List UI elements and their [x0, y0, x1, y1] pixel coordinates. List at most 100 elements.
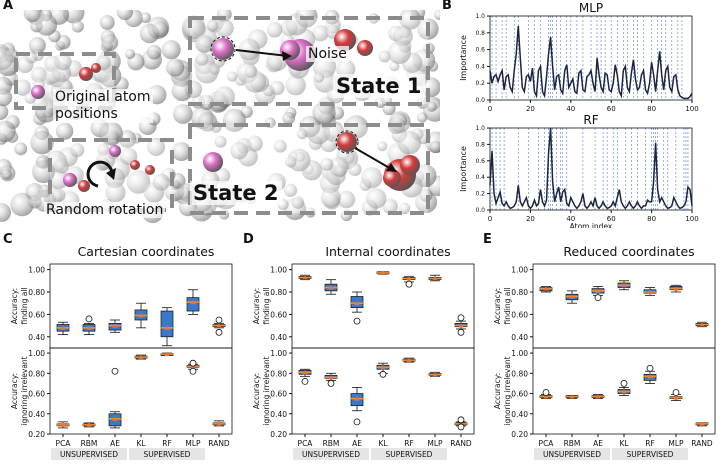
y-tick-label: 1.0 [475, 13, 485, 20]
category-label: KL [136, 439, 146, 448]
mean-marker [216, 421, 222, 426]
y-axis-label: Accuracy: [10, 373, 19, 409]
outlier [457, 314, 465, 322]
mean-marker [569, 293, 575, 299]
mean-marker [302, 369, 308, 375]
importance-series [489, 127, 693, 210]
outlier [672, 389, 680, 396]
grey-atom [337, 190, 356, 209]
mean-marker [354, 300, 360, 306]
red-atom [78, 180, 90, 192]
group-label-unsupervised: UNSUPERVISED [302, 450, 360, 459]
y-tick-label: 0.20 [28, 430, 45, 439]
y-tick-label: 0.60 [28, 390, 45, 399]
y-tick-label: 0.8 [475, 141, 485, 148]
mean-marker [380, 270, 386, 275]
category-label: MLP [427, 439, 443, 448]
outlier [215, 328, 223, 336]
state1-label: State 1 [333, 74, 425, 98]
grey-atom [152, 173, 170, 191]
category-label: AE [352, 439, 362, 448]
grey-atom [30, 66, 47, 83]
y-tick-label: 0.20 [270, 430, 287, 439]
outlier [620, 380, 628, 387]
mean-marker [621, 282, 627, 288]
y-tick-label: 0.4 [475, 174, 485, 181]
grey-atom [165, 58, 185, 77]
category-label: RBM [81, 439, 98, 448]
red-atom [383, 169, 401, 187]
mean-marker [647, 289, 653, 294]
y-axis-label: Accuracy: [493, 288, 502, 324]
x-tick-label: 60 [607, 105, 616, 113]
outlier [353, 418, 361, 426]
y-axis-label: finding all [20, 288, 29, 325]
atom-outline [335, 130, 359, 154]
chart-title: Internal coordinates [325, 244, 450, 259]
category-label: RAND [450, 439, 472, 448]
group-bg [371, 448, 447, 460]
mean-marker [328, 374, 334, 380]
y-axis-label: Accuracy: [252, 288, 261, 324]
mean-marker [595, 288, 601, 293]
grey-atom [246, 135, 263, 152]
y-tick-label: 1.00 [28, 266, 45, 275]
y-tick-label: 0.6 [475, 47, 485, 54]
mean-marker [432, 276, 438, 281]
grey-atom [296, 128, 308, 140]
box [186, 297, 200, 312]
grey-atom [34, 100, 58, 123]
cartesian-boxplot: Cartesian coordinates 0.40 0.60 0.80 1.00 Acc… [10, 244, 233, 460]
mean-marker [699, 421, 705, 426]
red-atom [130, 160, 140, 170]
y-tick-label: 0.60 [511, 310, 528, 319]
grey-atom [334, 165, 347, 178]
outlier [215, 316, 223, 324]
y-tick-label: 0.2 [475, 191, 485, 198]
grey-atom [285, 156, 297, 168]
group-label-supervised: SUPERVISED [144, 450, 191, 459]
importance-series [489, 26, 693, 100]
mlp-importance-chart: MLP 0.0 0.2 0.4 0.6 0.8 1.0 0 20 40 60 80 100 Importa… [459, 1, 699, 113]
category-label: KL [378, 439, 388, 448]
grey-atom [195, 34, 214, 54]
outlier [85, 315, 93, 323]
outlier [111, 367, 119, 375]
group-bg [534, 448, 610, 460]
grey-atom [426, 101, 437, 112]
reduced-boxplot: Reduced coordinates 0.40 0.60 0.80 1.00 Accur… [493, 244, 716, 460]
x-tick-label: 60 [607, 215, 616, 223]
grey-atom [124, 49, 136, 60]
grey-atom [348, 162, 362, 176]
noise-arrow [235, 49, 289, 57]
group-bg [51, 448, 127, 460]
y-tick-label: 0.80 [270, 288, 287, 297]
y-tick-label: 0.40 [511, 333, 528, 342]
grey-atom [291, 196, 305, 209]
grey-atom [116, 10, 134, 21]
grey-atom [387, 40, 411, 64]
y-tick-label: 0.60 [270, 390, 287, 399]
category-label: PCA [539, 439, 555, 448]
grey-atom [126, 169, 151, 194]
group-label-supervised: SUPERVISED [627, 450, 674, 459]
grey-atom [161, 40, 181, 60]
outlier [542, 389, 550, 396]
group-label-unsupervised: UNSUPERVISED [543, 450, 601, 459]
y-tick-label: 0.80 [511, 288, 528, 297]
category-label: RAND [208, 439, 230, 448]
outlier [327, 380, 335, 387]
mean-marker [406, 357, 412, 363]
x-tick-label: 20 [526, 105, 535, 113]
box [160, 310, 174, 338]
y-tick-label: 0.4 [475, 63, 485, 70]
y-tick-label: 0.80 [28, 369, 45, 378]
y-tick-label: 0.20 [511, 430, 528, 439]
outlier [405, 280, 413, 288]
y-tick-label: 1.00 [270, 266, 287, 275]
x-tick-label: 100 [685, 215, 698, 223]
arrow-head [282, 51, 292, 61]
rotation-arrow [86, 160, 114, 188]
mean-marker [112, 323, 118, 328]
mean-marker [647, 373, 653, 379]
